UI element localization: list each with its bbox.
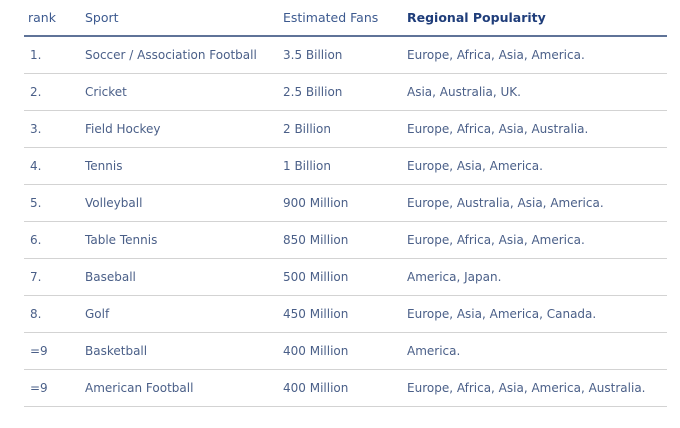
table-row: 6. Table Tennis 850 Million Europe, Afri… (24, 221, 667, 259)
cell-rank: 5. (24, 184, 79, 222)
cell-rank: =9 (24, 332, 79, 370)
cell-region: Europe, Australia, Asia, America. (401, 184, 667, 222)
table-row: 4. Tennis 1 Billion Europe, Asia, Americ… (24, 147, 667, 185)
table-row: 3. Field Hockey 2 Billion Europe, Africa… (24, 110, 667, 148)
cell-region: Europe, Asia, America, Canada. (401, 295, 667, 333)
cell-region: Europe, Africa, Asia, America. (401, 221, 667, 259)
header-sport: Sport (79, 0, 277, 37)
cell-fans: 1 Billion (277, 147, 401, 185)
cell-rank: 8. (24, 295, 79, 333)
sports-table: rank Sport Estimated Fans Regional Popul… (24, 0, 667, 407)
cell-rank: 2. (24, 73, 79, 111)
cell-rank: 1. (24, 36, 79, 74)
cell-sport: Table Tennis (79, 221, 277, 259)
cell-sport: Golf (79, 295, 277, 333)
table-row: 1. Soccer / Association Football 3.5 Bil… (24, 36, 667, 74)
table-row: 5. Volleyball 900 Million Europe, Austra… (24, 184, 667, 222)
cell-rank: =9 (24, 369, 79, 407)
sports-table-container: rank Sport Estimated Fans Regional Popul… (24, 0, 667, 407)
header-region: Regional Popularity (401, 0, 667, 37)
cell-region: Asia, Australia, UK. (401, 73, 667, 111)
cell-sport: Basketball (79, 332, 277, 370)
cell-region: Europe, Africa, Asia, America, Australia… (401, 369, 667, 407)
cell-rank: 4. (24, 147, 79, 185)
cell-region: Europe, Asia, America. (401, 147, 667, 185)
cell-sport: Tennis (79, 147, 277, 185)
header-fans: Estimated Fans (277, 0, 401, 37)
cell-fans: 2.5 Billion (277, 73, 401, 111)
table-header: rank Sport Estimated Fans Regional Popul… (24, 0, 667, 37)
cell-region: America, Japan. (401, 258, 667, 296)
cell-fans: 500 Million (277, 258, 401, 296)
cell-rank: 6. (24, 221, 79, 259)
cell-sport: American Football (79, 369, 277, 407)
table-body: 1. Soccer / Association Football 3.5 Bil… (24, 36, 667, 407)
table-row: 7. Baseball 500 Million America, Japan. (24, 258, 667, 296)
cell-sport: Volleyball (79, 184, 277, 222)
cell-sport: Baseball (79, 258, 277, 296)
cell-sport: Soccer / Association Football (79, 36, 277, 74)
cell-rank: 3. (24, 110, 79, 148)
cell-fans: 400 Million (277, 332, 401, 370)
table-row: 2. Cricket 2.5 Billion Asia, Australia, … (24, 73, 667, 111)
cell-region: Europe, Africa, Asia, America. (401, 36, 667, 74)
cell-fans: 850 Million (277, 221, 401, 259)
cell-rank: 7. (24, 258, 79, 296)
cell-fans: 2 Billion (277, 110, 401, 148)
cell-sport: Field Hockey (79, 110, 277, 148)
cell-fans: 450 Million (277, 295, 401, 333)
header-rank: rank (24, 0, 79, 37)
cell-fans: 3.5 Billion (277, 36, 401, 74)
cell-sport: Cricket (79, 73, 277, 111)
table-row: =9 American Football 400 Million Europe,… (24, 369, 667, 407)
cell-fans: 900 Million (277, 184, 401, 222)
cell-region: America. (401, 332, 667, 370)
cell-fans: 400 Million (277, 369, 401, 407)
table-row: 8. Golf 450 Million Europe, Asia, Americ… (24, 295, 667, 333)
table-row: =9 Basketball 400 Million America. (24, 332, 667, 370)
cell-region: Europe, Africa, Asia, Australia. (401, 110, 667, 148)
header-row: rank Sport Estimated Fans Regional Popul… (24, 0, 667, 37)
